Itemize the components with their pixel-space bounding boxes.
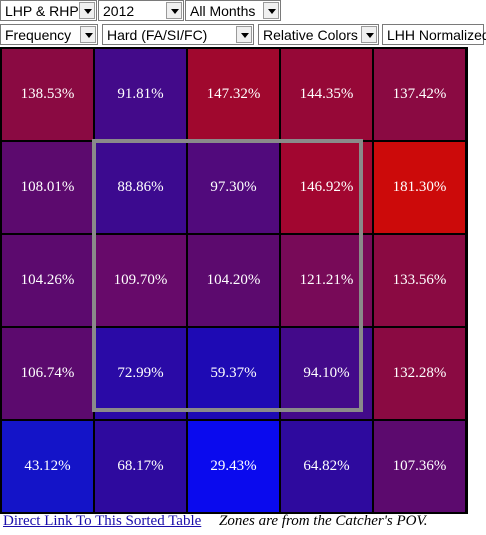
pitch-type-select[interactable]: Hard (FA/SI/FC): [102, 24, 254, 45]
zone-cell-r1-c1: 138.53%: [2, 49, 93, 140]
zone-cell-r3-c2: 109.70%: [95, 235, 186, 326]
chevron-down-icon: [263, 2, 279, 19]
zone-cell-r4-c2: 72.99%: [95, 328, 186, 419]
normalization-value: LHH Normalized: [387, 27, 486, 43]
zone-cell-r1-c2: 91.81%: [95, 49, 186, 140]
pitch-type-value: Hard (FA/SI/FC): [107, 27, 208, 43]
color-mode-value: Relative Colors: [263, 27, 358, 43]
zone-cell-r2-c5: 181.30%: [374, 142, 465, 233]
zone-cell-r4-c5: 132.28%: [374, 328, 465, 419]
handedness-select[interactable]: LHP & RHP: [0, 0, 97, 21]
chevron-down-icon: [166, 2, 182, 19]
stat-select[interactable]: Frequency: [0, 24, 98, 45]
zone-cell-r1-c5: 137.42%: [374, 49, 465, 140]
zone-cell-r3-c1: 104.26%: [2, 235, 93, 326]
direct-link[interactable]: Direct Link To This Sorted Table: [3, 513, 202, 529]
zone-cell-r5-c3: 29.43%: [188, 421, 279, 512]
zone-cell-r5-c1: 43.12%: [2, 421, 93, 512]
chevron-down-icon: [79, 2, 95, 19]
zone-cell-r1-c3: 147.32%: [188, 49, 279, 140]
zone-cell-r5-c4: 64.82%: [281, 421, 372, 512]
chevron-down-icon: [361, 26, 377, 43]
zone-cell-r5-c5: 107.36%: [374, 421, 465, 512]
zone-cell-r4-c1: 106.74%: [2, 328, 93, 419]
zone-cell-r2-c4: 146.92%: [281, 142, 372, 233]
normalization-field[interactable]: LHH Normalized: [382, 24, 486, 45]
zone-cell-r3-c3: 104.20%: [188, 235, 279, 326]
year-select[interactable]: 2012: [98, 0, 184, 21]
zone-cell-r3-c4: 121.21%: [281, 235, 372, 326]
zone-cell-r2-c1: 108.01%: [2, 142, 93, 233]
month-select[interactable]: All Months: [185, 0, 281, 21]
zone-cell-r3-c5: 133.56%: [374, 235, 465, 326]
month-value: All Months: [190, 3, 256, 19]
zone-cell-r5-c2: 68.17%: [95, 421, 186, 512]
zone-heatmap: 138.53% 91.81% 147.32% 144.35% 137.42% 108.01…: [0, 47, 468, 514]
zone-cell-r2-c3: 97.30%: [188, 142, 279, 233]
year-value: 2012: [103, 3, 135, 19]
handedness-value: LHP & RHP: [5, 3, 79, 19]
color-mode-select[interactable]: Relative Colors: [258, 24, 379, 45]
zone-cell-r2-c2: 88.86%: [95, 142, 186, 233]
zone-cell-r4-c4: 94.10%: [281, 328, 372, 419]
zone-cell-r4-c3: 59.37%: [188, 328, 279, 419]
stat-value: Frequency: [5, 27, 72, 43]
zone-cell-r1-c4: 144.35%: [281, 49, 372, 140]
pov-note: Zones are from the Catcher's POV.: [219, 513, 428, 529]
chevron-down-icon: [236, 26, 252, 43]
chevron-down-icon: [80, 26, 96, 43]
footer: Direct Link To This Sorted Table Zones a…: [0, 511, 486, 535]
